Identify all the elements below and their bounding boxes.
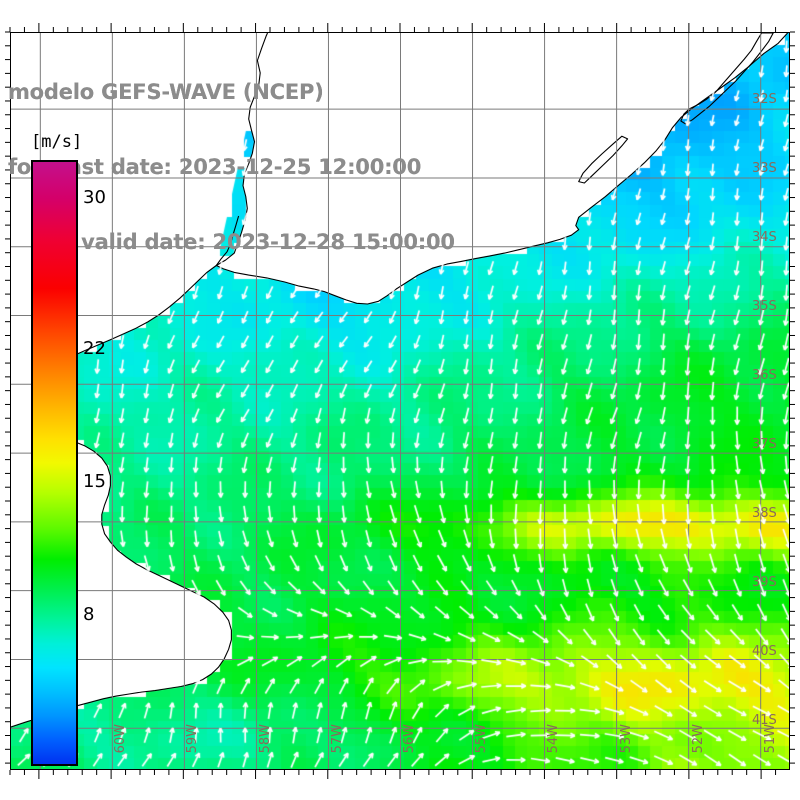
colorbar-tick-15: 15 — [83, 470, 106, 492]
colorbar-tick-8: 8 — [83, 603, 95, 625]
colorbar-gradient — [31, 160, 78, 766]
colorbar-unit-label: [m/s] — [31, 132, 83, 152]
valid-date: valid date: 2023-12-28 15:00:00 — [81, 230, 455, 254]
colorbar-legend: [m/s] 30 22 15 8 — [31, 132, 106, 766]
colorbar-tick-22: 22 — [83, 338, 106, 360]
colorbar-tick-30: 30 — [83, 186, 106, 208]
model-title: modelo GEFS-WAVE (NCEP) — [8, 80, 324, 104]
title-block: modelo GEFS-WAVE (NCEP) forecast date: 2… — [8, 30, 528, 305]
forecast-date: forecast date: 2023-12-25 12:00:00 — [8, 155, 422, 179]
